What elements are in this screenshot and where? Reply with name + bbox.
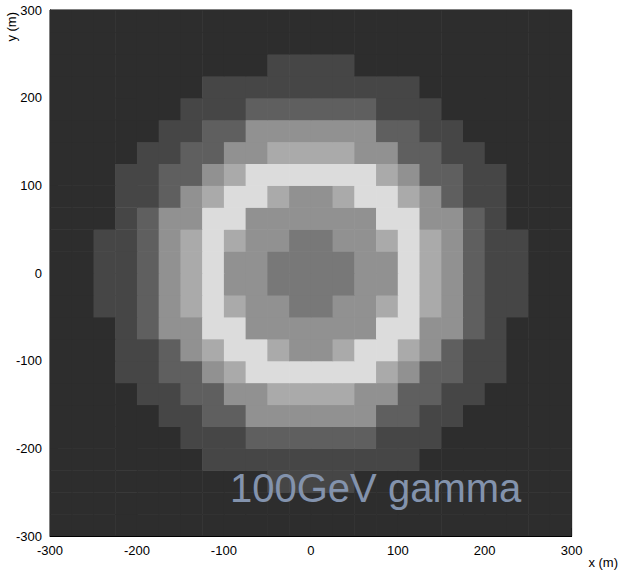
svg-text:x (m): x (m) — [588, 555, 618, 570]
svg-text:100: 100 — [387, 543, 409, 558]
svg-text:0: 0 — [35, 266, 42, 281]
svg-text:0: 0 — [307, 543, 314, 558]
svg-text:100: 100 — [20, 178, 42, 193]
svg-text:200: 200 — [20, 90, 42, 105]
svg-text:200: 200 — [474, 543, 496, 558]
svg-text:-200: -200 — [124, 543, 150, 558]
svg-text:-100: -100 — [211, 543, 237, 558]
svg-text:100GeV gamma: 100GeV gamma — [230, 466, 522, 510]
svg-text:300: 300 — [20, 3, 42, 18]
svg-text:-200: -200 — [16, 441, 42, 456]
svg-text:-300: -300 — [37, 543, 63, 558]
svg-text:-300: -300 — [16, 529, 42, 544]
svg-text:-100: -100 — [16, 353, 42, 368]
svg-text:y (m): y (m) — [4, 12, 19, 42]
svg-text:300: 300 — [561, 543, 583, 558]
